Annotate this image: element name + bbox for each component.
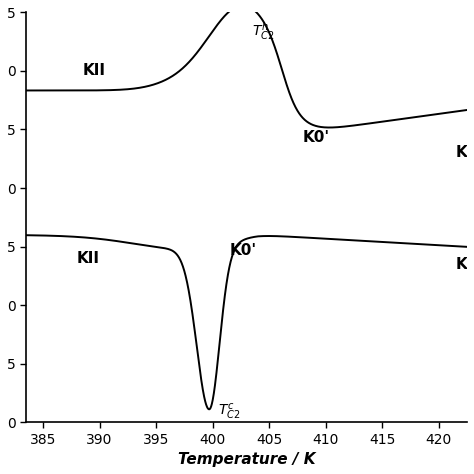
Text: KII: KII	[82, 64, 106, 79]
Text: K: K	[456, 146, 467, 160]
Text: K: K	[456, 256, 467, 272]
Text: KII: KII	[77, 251, 100, 266]
X-axis label: Temperature / K: Temperature / K	[178, 452, 315, 467]
Text: K0': K0'	[229, 243, 257, 258]
Text: K0': K0'	[303, 130, 330, 145]
Text: $T_{C2}^{h}$: $T_{C2}^{h}$	[252, 20, 275, 42]
Text: $T_{C2}^{c}$: $T_{C2}^{c}$	[219, 401, 241, 421]
